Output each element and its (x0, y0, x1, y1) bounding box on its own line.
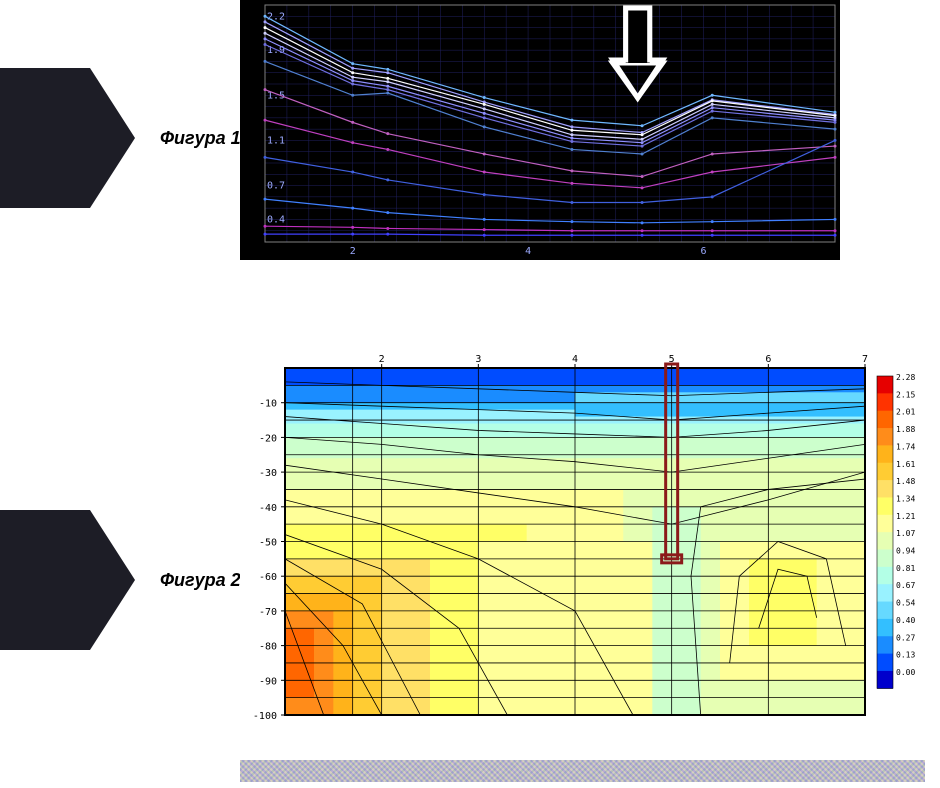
svg-text:0.54: 0.54 (896, 599, 915, 608)
colorbar-swatch (877, 671, 893, 689)
noise-strip (240, 760, 925, 782)
svg-text:1.1: 1.1 (267, 135, 285, 146)
svg-text:1.61: 1.61 (896, 460, 915, 469)
svg-text:1.21: 1.21 (896, 512, 915, 521)
colorbar-swatch (877, 445, 893, 463)
svg-text:-30: -30 (259, 468, 277, 479)
svg-text:2: 2 (379, 354, 385, 365)
svg-text:-50: -50 (259, 538, 277, 549)
colorbar-swatch (877, 550, 893, 568)
svg-text:0.27: 0.27 (896, 633, 915, 642)
svg-text:2.15: 2.15 (896, 390, 915, 399)
colorbar-swatch (877, 463, 893, 481)
colorbar-swatch (877, 584, 893, 602)
svg-text:-90: -90 (259, 676, 277, 687)
figure2-caption: Фигура 2 (160, 570, 241, 591)
svg-text:7: 7 (862, 354, 868, 365)
colorbar-swatch (877, 376, 893, 394)
colorbar-swatch (877, 619, 893, 637)
colorbar-swatch (877, 480, 893, 498)
figure1-label-block: Фигура 1 (0, 68, 241, 208)
colorbar-swatch (877, 515, 893, 533)
colorbar-swatch (877, 567, 893, 585)
svg-text:0.7: 0.7 (267, 181, 285, 192)
svg-text:6: 6 (700, 246, 706, 257)
svg-text:-70: -70 (259, 607, 277, 618)
svg-text:0.67: 0.67 (896, 581, 915, 590)
svg-text:3: 3 (475, 354, 481, 365)
colorbar-swatch (877, 636, 893, 654)
svg-text:-20: -20 (259, 433, 277, 444)
colorbar-swatch (877, 532, 893, 550)
line-chart: 0.40.71.11.51.92.2246 (240, 0, 840, 260)
colorbar-swatch (877, 497, 893, 515)
svg-text:-60: -60 (259, 572, 277, 583)
svg-text:2: 2 (350, 246, 356, 257)
colorbar-swatch (877, 602, 893, 620)
figure1-caption: Фигура 1 (160, 128, 241, 149)
svg-text:0.00: 0.00 (896, 668, 915, 677)
svg-text:0.81: 0.81 (896, 564, 915, 573)
figure2-arrow-shape (0, 510, 90, 650)
contour-heatmap: 234567-10-20-30-40-50-60-70-80-90-1002.2… (240, 350, 925, 720)
svg-text:-10: -10 (259, 399, 277, 410)
svg-text:0.13: 0.13 (896, 651, 915, 660)
svg-text:1.74: 1.74 (896, 442, 915, 451)
svg-text:6: 6 (765, 354, 771, 365)
svg-text:0.4: 0.4 (267, 214, 285, 225)
colorbar-swatch (877, 654, 893, 672)
figure2-label-block: Фигура 2 (0, 510, 241, 650)
svg-text:1.88: 1.88 (896, 425, 915, 434)
svg-text:-40: -40 (259, 503, 277, 514)
svg-text:4: 4 (572, 354, 578, 365)
svg-text:1.48: 1.48 (896, 477, 915, 486)
svg-text:2.28: 2.28 (896, 373, 915, 382)
colorbar-swatch (877, 393, 893, 411)
svg-text:-80: -80 (259, 642, 277, 653)
colorbar-swatch (877, 411, 893, 429)
colorbar-swatch (877, 428, 893, 446)
figure1-arrow-shape (0, 68, 90, 208)
svg-text:2.01: 2.01 (896, 408, 915, 417)
svg-text:1.07: 1.07 (896, 529, 915, 538)
svg-text:4: 4 (525, 246, 531, 257)
svg-text:0.40: 0.40 (896, 616, 915, 625)
svg-text:1.34: 1.34 (896, 494, 915, 503)
svg-text:2.2: 2.2 (267, 11, 285, 22)
svg-text:0.94: 0.94 (896, 547, 915, 556)
svg-text:-100: -100 (253, 711, 277, 720)
